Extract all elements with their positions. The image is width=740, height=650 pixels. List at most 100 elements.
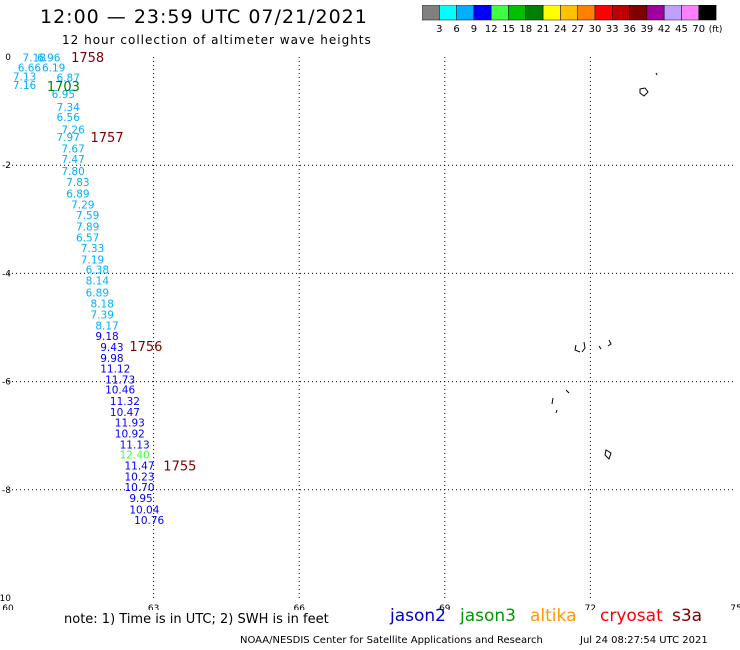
colorbar-tick-label: 42: [658, 24, 671, 35]
y-tick-label: -4: [2, 269, 11, 279]
swh-value-label: 9.43: [100, 342, 123, 354]
pass-time-label: 1703: [47, 80, 80, 95]
colorbar-tick-label: 45: [675, 24, 688, 35]
island-mark: [607, 339, 612, 347]
x-tick-label: 63: [148, 604, 159, 610]
legend-cryosat: cryosat: [600, 606, 663, 626]
colorbar-tick-label: 33: [606, 24, 619, 35]
pass-time-label: 1755: [163, 459, 196, 474]
swh-value-label: 11.93: [115, 418, 145, 430]
legend-s3a: s3a: [672, 606, 703, 626]
swh-value-label: 11.32: [110, 396, 140, 408]
colorbar-tick-label: 36: [623, 24, 636, 35]
swh-value-label: 7.33: [81, 243, 104, 255]
footer-credit: NOAA/NESDIS Center for Satellite Applica…: [240, 635, 543, 646]
colorbar-tick-label: 3: [436, 24, 442, 35]
x-tick-label: 75: [730, 604, 740, 610]
island-mark: [655, 72, 658, 76]
swh-value-label: 6.89: [66, 188, 89, 200]
swh-value-label: 7.97: [57, 132, 80, 144]
swh-value-label: 9.18: [95, 331, 118, 343]
island-mark: [555, 409, 558, 414]
pass-time-label: 1758: [71, 51, 104, 66]
colorbar-unit: (ft): [709, 25, 723, 35]
island-mark: [639, 87, 649, 97]
swh-value-label: 8.18: [91, 299, 114, 311]
swh-value-label: 7.26: [61, 124, 85, 136]
swh-value-label: 8.17: [95, 320, 118, 332]
colorbar-tick-label: 70: [692, 24, 705, 35]
x-tick-label: 72: [585, 604, 596, 610]
swh-value-label: 6.87: [57, 73, 80, 85]
y-tick-label: -2: [2, 161, 11, 171]
legend-jason2: jason2: [390, 606, 446, 626]
swh-value-label: 7.13: [13, 71, 36, 83]
swh-value-label: 7.47: [61, 154, 84, 166]
colorbar-tick-label: 27: [571, 24, 584, 35]
legend-altika: altika: [530, 606, 577, 626]
y-tick-label: 0: [5, 53, 11, 63]
island-mark: [581, 341, 586, 353]
pass-time-label: 1757: [91, 131, 124, 146]
grid-lines: [8, 57, 736, 598]
pass-time-label: 1756: [129, 340, 162, 355]
footer-timestamp: Jul 24 08:27:54 UTC 2021: [580, 635, 708, 646]
swh-value-label: 6.95: [52, 89, 75, 101]
swh-value-label: 10.04: [129, 504, 159, 516]
swh-value-label: 6.38: [86, 265, 109, 277]
island-mark: [551, 397, 554, 405]
colorbar-tick-label: 39: [641, 24, 654, 35]
axis-tick-labels: 60 63 66 69 72 75 0 -2 -4 -6 -8 -10: [0, 53, 740, 610]
swh-value-label: 6.57: [76, 233, 99, 245]
y-tick-label: -10: [0, 594, 11, 604]
swh-value-label: 11.13: [120, 439, 150, 451]
swh-value-label: 7.83: [66, 177, 89, 189]
swh-value-label: 11.12: [100, 364, 130, 376]
island-mark: [574, 344, 581, 353]
x-tick-label: 60: [2, 604, 14, 610]
chart-title: 12:00 — 23:59 UTC 07/21/2021: [40, 6, 368, 28]
island-mark: [565, 389, 570, 394]
swh-value-label: 7.29: [71, 200, 94, 212]
colorbar-tick-label: 21: [537, 24, 550, 35]
swh-value-label: 10.92: [115, 429, 145, 441]
y-tick-label: -8: [2, 486, 11, 496]
colorbar-tick-label: 6: [453, 24, 459, 35]
colorbar-tick-label: 9: [471, 24, 477, 35]
swh-value-label: 7.59: [76, 210, 99, 222]
swh-value-label: 7.80: [61, 166, 84, 178]
y-tick-label: -6: [2, 378, 11, 388]
swh-value-label: 6.96: [37, 53, 61, 65]
swh-value-label: 12.40: [120, 450, 150, 462]
colorbar-tick-label: 12: [485, 24, 498, 35]
color-scale-legend: 3 6 9 12 15 18 21 24 27 30 33 36 39 42 45 70 (ft): [422, 5, 723, 35]
swh-value-label: 6.19: [42, 62, 65, 74]
swh-value-label: 7.16: [13, 80, 37, 92]
island-mark: [598, 345, 602, 350]
map-plot: 60 63 66 69 72 75 0 -2 -4 -6 -8 -10 7.186.966.666.1…: [0, 51, 740, 610]
swh-value-label: 8.14: [86, 275, 110, 287]
swh-value-label: 7.39: [91, 310, 114, 322]
colorbar-tick-label: 24: [554, 24, 567, 35]
color-swatch: [698, 5, 717, 21]
swh-value-label: 10.46: [105, 385, 135, 397]
swh-value-label: 7.67: [61, 143, 84, 155]
swh-value-label: 10.23: [124, 471, 154, 483]
colorbar-tick-label: 18: [519, 24, 532, 35]
swh-value-label: 9.98: [100, 353, 123, 365]
swh-value-label: 7.19: [81, 254, 104, 266]
chart-subtitle: 12 hour collection of altimeter wave hei…: [62, 33, 372, 47]
pass-time-labels: 1758 1703 1757 1756 1755: [47, 51, 197, 474]
x-tick-label: 66: [293, 604, 305, 610]
swh-value-label: 6.56: [57, 112, 81, 124]
swh-value-label: 10.76: [134, 515, 164, 527]
swh-value-label: 7.18: [23, 53, 46, 65]
swh-value-label: 11.47: [124, 460, 154, 472]
swh-value-label: 6.89: [86, 287, 109, 299]
swh-value-label: 7.89: [76, 221, 99, 233]
swh-value-label: 10.47: [110, 407, 140, 419]
swh-value-label: 6.66: [18, 62, 42, 74]
swh-value-label: 10.70: [124, 482, 154, 494]
swh-values: 7.186.966.66 6.19 7.13 6.87 7.16 6.957.346.56…: [13, 53, 165, 528]
x-tick-label: 69: [439, 604, 451, 610]
